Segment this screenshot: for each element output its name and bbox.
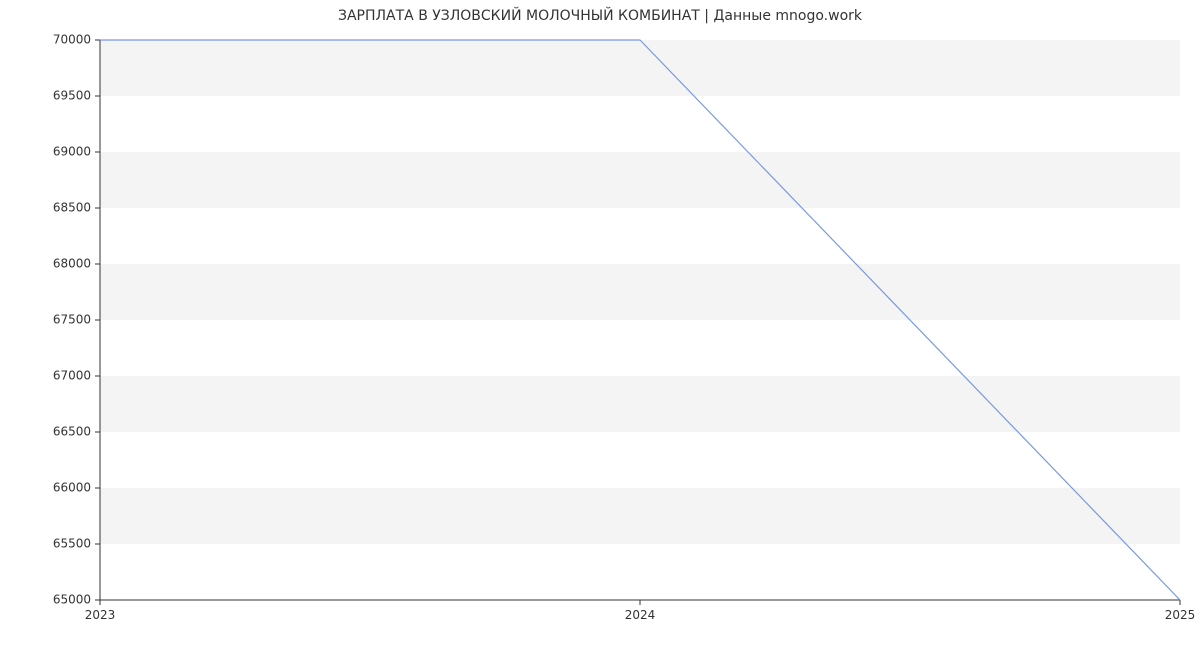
svg-text:65000: 65000 (53, 593, 91, 607)
svg-text:66500: 66500 (53, 425, 91, 439)
chart-container: ЗАРПЛАТА В УЗЛОВСКИЙ МОЛОЧНЫЙ КОМБИНАТ |… (0, 0, 1200, 650)
chart-svg: 65000 65500 66000 66500 67000 67500 68000 68500… (0, 0, 1200, 650)
svg-text:68000: 68000 (53, 257, 91, 271)
svg-text:68500: 68500 (53, 201, 91, 215)
svg-text:66000: 66000 (53, 481, 91, 495)
svg-text:2023: 2023 (85, 608, 116, 622)
svg-text:67500: 67500 (53, 313, 91, 327)
svg-text:65500: 65500 (53, 537, 91, 551)
svg-text:70000: 70000 (53, 33, 91, 47)
svg-text:2025: 2025 (1165, 608, 1196, 622)
svg-text:2024: 2024 (625, 608, 656, 622)
svg-text:69500: 69500 (53, 89, 91, 103)
svg-text:67000: 67000 (53, 369, 91, 383)
svg-text:69000: 69000 (53, 145, 91, 159)
chart-title: ЗАРПЛАТА В УЗЛОВСКИЙ МОЛОЧНЫЙ КОМБИНАТ |… (0, 8, 1200, 24)
